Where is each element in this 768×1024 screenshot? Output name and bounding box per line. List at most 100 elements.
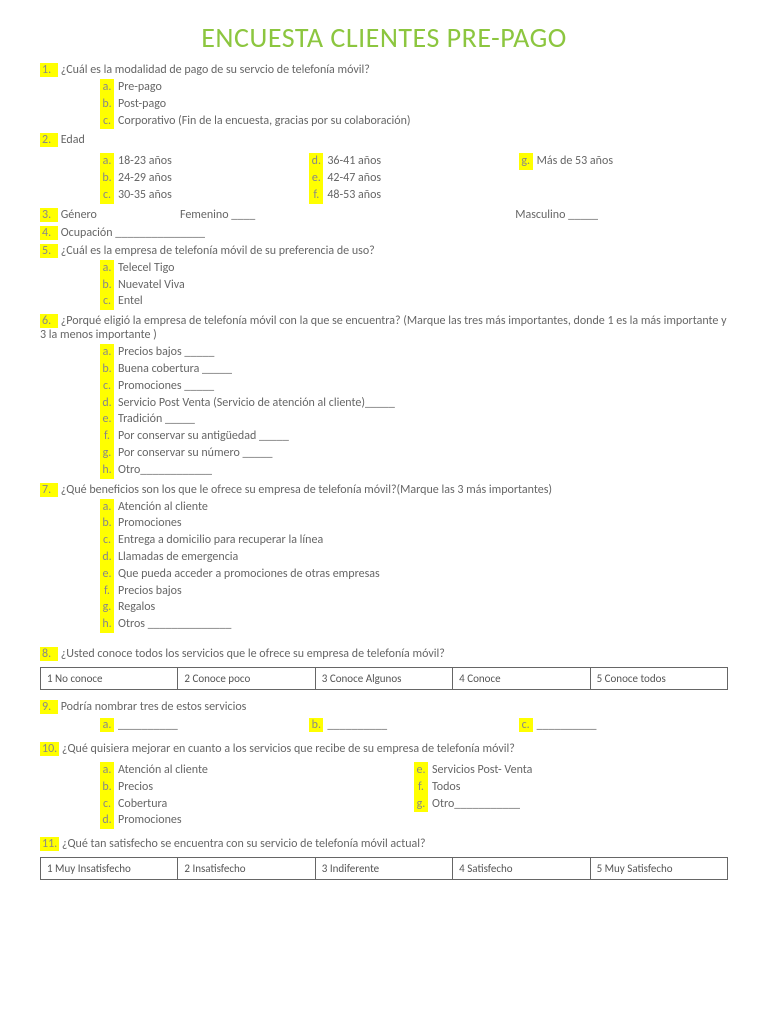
q2-opt-d: d.: [309, 153, 323, 170]
q10-opt-e: e.: [414, 762, 428, 779]
q9-opt-b-text: __________: [327, 718, 387, 732]
q10-opt-f: f.: [414, 779, 428, 796]
q10-opt-g-text: Otro___________: [432, 797, 520, 811]
q2-opt-a: a.: [100, 153, 114, 170]
q9-opt-a: a.: [100, 718, 114, 732]
q8-cell-3: 3 Conoce Algunos: [315, 667, 452, 689]
q10-opt-e-text: Servicios Post- Venta: [432, 763, 532, 777]
q1-opt-a: a.: [100, 79, 114, 96]
q7-text: ¿Qué beneficios son los que le ofrece su…: [61, 483, 552, 497]
q7-opt-c: c.: [100, 532, 114, 549]
question-5: 5. ¿Cuál es la empresa de telefonía móvi…: [40, 244, 728, 310]
q4-number: 4.: [40, 226, 58, 240]
q4-text: Ocupación _______________: [61, 226, 205, 240]
q2-opt-f-text: 48-53 años: [327, 188, 381, 202]
q1-number: 1.: [40, 63, 58, 77]
q7-opt-b-text: Promociones: [118, 516, 182, 530]
q10-text: ¿Qué quisiera mejorar en cuanto a los se…: [62, 742, 515, 756]
q9-opt-a-text: __________: [118, 718, 178, 732]
q8-table: 1 No conoce 2 Conoce poco 3 Conoce Algun…: [40, 667, 728, 690]
q6-number: 6.: [40, 314, 58, 328]
q9-opt-c-text: __________: [537, 718, 597, 732]
q10-opt-b-text: Precios: [118, 780, 153, 794]
q6-opt-g: g.: [100, 445, 114, 462]
q7-opt-g: g.: [100, 599, 114, 616]
q5-opt-a-text: Telecel Tigo: [118, 261, 174, 275]
q9-text: Podría nombrar tres de estos servicios: [61, 700, 247, 714]
q11-cell-2: 2 Insatisfecho: [178, 858, 315, 880]
q2-opt-d-text: 36-41 años: [327, 154, 381, 168]
q2-opt-g-text: Más de 53 años: [537, 154, 613, 168]
q1-opt-b: b.: [100, 96, 114, 113]
q6-opt-c-text: Promociones _____: [118, 379, 214, 393]
q11-table: 1 Muy Insatisfecho 2 Insatisfecho 3 Indi…: [40, 857, 728, 880]
q7-opt-a-text: Atención al cliente: [118, 500, 208, 514]
q8-cell-1: 1 No conoce: [41, 667, 178, 689]
q6-opt-f-text: Por conservar su antigüedad _____: [118, 429, 289, 443]
question-11: 11. ¿Qué tan satisfecho se encuentra con…: [40, 837, 728, 851]
q7-opt-e-text: Que pueda acceder a promociones de otras…: [118, 567, 380, 581]
q6-opt-a: a.: [100, 344, 114, 361]
q5-opt-b-text: Nuevatel Viva: [118, 278, 185, 292]
q7-opt-d: d.: [100, 549, 114, 566]
q10-opt-b: b.: [100, 779, 114, 796]
q8-number: 8.: [40, 647, 58, 661]
q7-opt-h-text: Otros ______________: [118, 617, 231, 631]
q8-cell-4: 4 Conoce: [453, 667, 590, 689]
q11-text: ¿Qué tan satisfecho se encuentra con su …: [62, 837, 426, 851]
q5-text: ¿Cuál es la empresa de telefonía móvil d…: [61, 244, 375, 258]
q1-opt-c: c.: [100, 113, 114, 130]
q10-opt-d-text: Promociones: [118, 813, 182, 827]
q2-opt-b: b.: [100, 170, 114, 187]
q10-opt-f-text: Todos: [432, 780, 460, 794]
question-8: 8. ¿Usted conoce todos los servicios que…: [40, 647, 728, 661]
q5-opt-b: b.: [100, 277, 114, 294]
q6-opt-d: d.: [100, 395, 114, 412]
q5-number: 5.: [40, 244, 58, 258]
question-10: 10. ¿Qué quisiera mejorar en cuanto a lo…: [40, 742, 728, 756]
q10-opt-g: g.: [414, 796, 428, 813]
q3-femenino: Femenino ____: [180, 208, 255, 222]
q11-cell-1: 1 Muy Insatisfecho: [41, 858, 178, 880]
q6-opt-c: c.: [100, 378, 114, 395]
q6-opt-d-text: Servicio Post Venta (Servicio de atenció…: [118, 396, 395, 410]
question-9: 9. Podría nombrar tres de estos servicio…: [40, 700, 728, 714]
q2-text: Edad: [61, 133, 85, 147]
q11-cell-4: 4 Satisfecho: [453, 858, 590, 880]
q5-opt-a: a.: [100, 260, 114, 277]
q11-cell-3: 3 Indiferente: [315, 858, 452, 880]
q7-opt-e: e.: [100, 566, 114, 583]
q3-number: 3.: [40, 208, 58, 222]
q6-opt-e: e.: [100, 411, 114, 428]
q5-opt-c: c.: [100, 293, 114, 310]
question-4: 4. Ocupación _______________: [40, 226, 728, 240]
q7-opt-f-text: Precios bajos: [118, 584, 182, 598]
q2-opt-c-text: 30-35 años: [118, 188, 172, 202]
question-3: 3. Género Femenino ____ Masculino _____: [40, 208, 728, 222]
q2-opt-f: f.: [309, 187, 323, 204]
q7-opt-h: h.: [100, 616, 114, 633]
q9-opt-b: b.: [309, 718, 323, 732]
q1-opt-c-text: Corporativo (Fin de la encuesta, gracias…: [118, 114, 411, 128]
q6-opt-h: h.: [100, 462, 114, 479]
q8-cell-5: 5 Conoce todos: [590, 667, 727, 689]
question-6: 6. ¿Porqué eligió la empresa de telefoní…: [40, 314, 728, 478]
q8-cell-2: 2 Conoce poco: [178, 667, 315, 689]
q2-opt-b-text: 24-29 años: [118, 171, 172, 185]
q1-opt-a-text: Pre-pago: [118, 80, 162, 94]
q2-number: 2.: [40, 133, 58, 147]
q7-opt-g-text: Regalos: [118, 600, 155, 614]
q10-opt-d: d.: [100, 812, 114, 829]
q7-opt-f: f.: [100, 583, 114, 600]
q10-opt-a: a.: [100, 762, 114, 779]
q10-opt-c: c.: [100, 796, 114, 813]
q10-number: 10.: [40, 742, 59, 756]
document-title: ENCUESTA CLIENTES PRE-PAGO: [40, 20, 728, 55]
q3-text: Género: [61, 208, 97, 222]
q3-masculino: Masculino _____: [515, 208, 598, 222]
q6-opt-f: f.: [100, 428, 114, 445]
q6-opt-g-text: Por conservar su número _____: [118, 446, 272, 460]
q6-opt-b: b.: [100, 361, 114, 378]
question-1: 1. ¿Cuál es la modalidad de pago de su s…: [40, 63, 728, 129]
q2-opt-e: e.: [309, 170, 323, 187]
